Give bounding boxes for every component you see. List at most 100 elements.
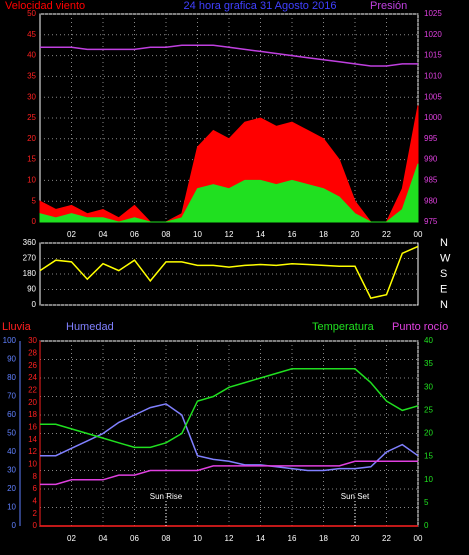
x-tick-label: 00 [414, 230, 423, 239]
line [39, 245, 419, 299]
y2-tick-label: 990 [424, 155, 438, 164]
legend-entry: Lluvia [2, 321, 32, 333]
y-tick-label: 30 [7, 466, 16, 475]
chart-title: 24 hora grafica 31 Agosto 2016 [184, 0, 337, 12]
y-tick-label: 40 [27, 51, 36, 60]
line [40, 403, 419, 472]
x-tick-label: 22 [382, 230, 391, 239]
y2-tick-label: 1005 [424, 92, 442, 101]
annotation: Sun Set [341, 492, 370, 501]
y2-tick-label: 1025 [424, 9, 442, 18]
y-tick-label: 20 [7, 484, 16, 493]
x-tick-label: 04 [99, 230, 108, 239]
y3-tick-label: 12 [28, 447, 37, 456]
x-tick-label: 14 [256, 230, 265, 239]
x-tick-label: 16 [288, 534, 297, 543]
y-tick-label: 270 [23, 254, 37, 263]
y3-tick-label: 14 [28, 435, 37, 444]
x-tick-label: 18 [319, 534, 328, 543]
y2-tick-label: 25 [424, 405, 433, 414]
y-tick-label: 50 [7, 429, 16, 438]
y2-tick-label: 5 [424, 498, 429, 507]
x-tick-label: 06 [130, 534, 139, 543]
y2-tick-label: W [440, 252, 451, 264]
y3-tick-label: 18 [28, 410, 37, 419]
y2-tick-label: 0 [424, 521, 429, 530]
x-tick-label: 08 [162, 230, 171, 239]
y2-tick-label: E [440, 283, 447, 295]
y-tick-label: 10 [7, 503, 16, 512]
x-tick-label: 08 [162, 534, 171, 543]
y-tick-label: 15 [27, 155, 36, 164]
y-tick-label: 360 [23, 238, 37, 247]
x-tick-label: 20 [351, 230, 360, 239]
y-tick-label: 0 [12, 521, 17, 530]
x-tick-label: 10 [193, 230, 202, 239]
y2-tick-label: 985 [424, 176, 438, 185]
y2-tick-label: 1020 [424, 30, 442, 39]
x-tick-label: 16 [288, 230, 297, 239]
x-tick-label: 04 [99, 534, 108, 543]
y-tick-label: 90 [27, 285, 36, 294]
area [39, 163, 419, 223]
y3-tick-label: 24 [28, 373, 37, 382]
y-tick-label: 45 [27, 30, 36, 39]
y2-tick-label: N [440, 299, 448, 311]
y3-tick-label: 22 [28, 385, 37, 394]
y-tick-label: 0 [32, 300, 37, 309]
y-tick-label: 30 [27, 92, 36, 101]
x-tick-label: 10 [193, 534, 202, 543]
line [40, 368, 419, 449]
y-tick-label: 100 [3, 336, 17, 345]
x-tick-label: 14 [256, 534, 265, 543]
y-tick-label: 0 [32, 217, 37, 226]
y3-tick-label: 0 [33, 521, 38, 530]
line [40, 44, 418, 67]
y-tick-label: 40 [7, 447, 16, 456]
y-tick-label: 90 [7, 355, 16, 364]
y-tick-label: 180 [23, 269, 37, 278]
y3-tick-label: 4 [33, 496, 38, 505]
y3-tick-label: 20 [28, 398, 37, 407]
line [40, 460, 418, 486]
y3-tick-label: 10 [28, 459, 37, 468]
y3-tick-label: 8 [33, 472, 38, 481]
y-tick-label: 10 [27, 176, 36, 185]
y-tick-label: 80 [7, 373, 16, 382]
x-tick-label: 02 [67, 230, 76, 239]
x-tick-label: 06 [130, 230, 139, 239]
y2-tick-label: 1015 [424, 51, 442, 60]
y2-tick-label: 30 [424, 382, 433, 391]
x-tick-label: 02 [67, 534, 76, 543]
legend-entry: Temperatura [312, 321, 375, 333]
x-tick-label: 00 [414, 534, 423, 543]
y2-tick-label: N [440, 237, 448, 249]
x-tick-label: 12 [225, 534, 234, 543]
y-tick-label: 20 [27, 134, 36, 143]
y-tick-label: 25 [27, 113, 36, 122]
y2-tick-label: 980 [424, 196, 438, 205]
y2-tick-label: 15 [424, 452, 433, 461]
y-tick-label: 35 [27, 72, 36, 81]
y2-tick-label: 40 [424, 336, 433, 345]
y2-tick-label: 975 [424, 217, 438, 226]
y2-tick-label: 35 [424, 359, 433, 368]
y2-tick-label: 995 [424, 134, 438, 143]
y3-tick-label: 6 [33, 484, 38, 493]
y2-tick-label: 1010 [424, 72, 442, 81]
y-tick-label: 70 [7, 392, 16, 401]
y-tick-label: 50 [27, 9, 36, 18]
legend-entry: Punto rocío [392, 321, 448, 333]
y2-tick-label: 20 [424, 429, 433, 438]
annotation: Sun Rise [150, 492, 183, 501]
legend-entry: Velocidad viento [5, 0, 85, 12]
y-tick-label: 60 [7, 410, 16, 419]
legend-entry: Humedad [66, 321, 114, 333]
y3-tick-label: 2 [33, 509, 38, 518]
y3-tick-label: 16 [28, 422, 37, 431]
y-tick-label: 5 [32, 196, 37, 205]
y3-tick-label: 26 [28, 361, 37, 370]
x-tick-label: 22 [382, 534, 391, 543]
y3-tick-label: 30 [28, 336, 37, 345]
